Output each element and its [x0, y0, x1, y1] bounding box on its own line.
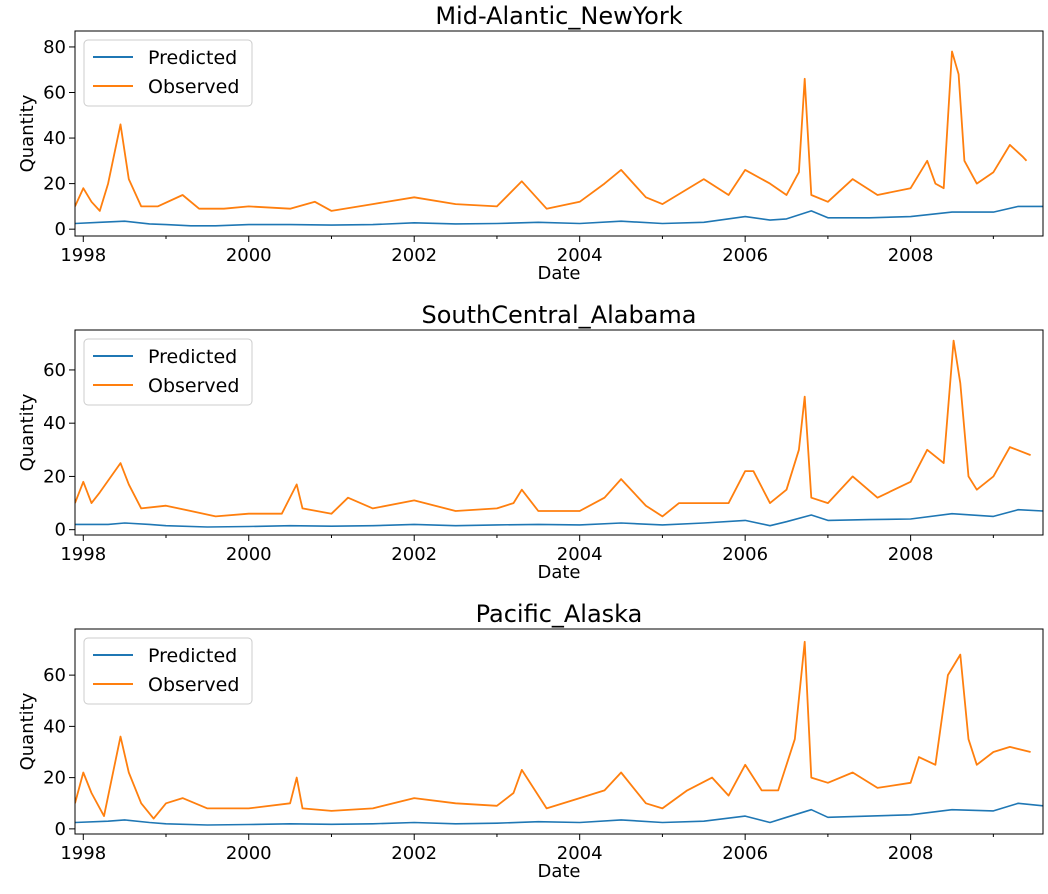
legend: Predicted Observed: [83, 39, 253, 107]
x-tick-label: 2006: [722, 245, 768, 266]
x-tick-label: 2008: [888, 544, 934, 565]
legend-label-predicted: Predicted: [148, 346, 237, 368]
x-tick-label: 2000: [226, 544, 272, 565]
chart-panel-3: Pacific_Alaska 1998 2000 2002 2004 2006 2008 0 2…: [17, 600, 1044, 882]
chart-title: Mid-Alantic_NewYork: [435, 2, 682, 30]
series-line-predicted: [75, 508, 1043, 528]
series-line-predicted: [75, 802, 1043, 826]
y-tick-label: 60: [43, 665, 66, 686]
x-tick-label: 2006: [722, 544, 768, 565]
chart-panel-1: Mid-Alantic_NewYork 1998 2000 2002 2004 2006 2…: [17, 2, 1044, 284]
x-tick-label: 2004: [557, 544, 603, 565]
x-axis-label: Date: [537, 861, 580, 882]
x-tick-label: 2008: [888, 843, 934, 864]
legend-label-observed: Observed: [148, 375, 239, 397]
x-tick-label: 2000: [226, 245, 272, 266]
y-tick-label: 60: [43, 360, 66, 381]
legend-label-observed: Observed: [148, 674, 239, 696]
x-tick-label: 2000: [226, 843, 272, 864]
legend-label-observed: Observed: [148, 76, 239, 98]
legend: Predicted Observed: [83, 637, 253, 705]
series-line-observed: [75, 339, 1031, 518]
series-line-observed: [75, 640, 1031, 820]
y-tick-label: 40: [43, 128, 66, 149]
x-tick-label: 2008: [888, 245, 934, 266]
plot-frame: [74, 30, 1044, 237]
x-axis-label: Date: [537, 562, 580, 583]
y-tick-label: 40: [43, 413, 66, 434]
x-tick-label: 2004: [557, 245, 603, 266]
series-line-predicted: [75, 205, 1043, 227]
x-tick-label: 1998: [60, 843, 106, 864]
series-line-observed: [75, 50, 1028, 212]
y-tick-label: 80: [43, 37, 66, 58]
y-axis-label: Quantity: [17, 393, 38, 471]
x-tick-label: 2006: [722, 843, 768, 864]
x-tick-label: 2004: [557, 843, 603, 864]
legend-label-predicted: Predicted: [148, 645, 237, 667]
x-axis-label: Date: [537, 263, 580, 284]
y-tick-label: 20: [43, 466, 66, 487]
y-tick-label: 60: [43, 83, 66, 104]
legend-label-predicted: Predicted: [148, 47, 237, 69]
chart-title: Pacific_Alaska: [476, 600, 643, 628]
y-tick-label: 20: [43, 174, 66, 195]
chart-title: SouthCentral_Alabama: [422, 301, 697, 329]
x-tick-label: 1998: [60, 245, 106, 266]
y-axis-label: Quantity: [17, 94, 38, 172]
plot-frame: [74, 329, 1044, 536]
x-tick-label: 2002: [391, 544, 437, 565]
y-axis-label: Quantity: [17, 692, 38, 770]
plot-frame: [74, 628, 1044, 835]
y-tick-label: 20: [43, 768, 66, 789]
x-tick-label: 2002: [391, 245, 437, 266]
x-tick-label: 1998: [60, 544, 106, 565]
legend: Predicted Observed: [83, 338, 253, 406]
y-tick-label: 40: [43, 716, 66, 737]
y-tick-label: 0: [55, 219, 66, 240]
y-tick-label: 0: [55, 819, 66, 840]
y-tick-label: 0: [55, 520, 66, 541]
x-tick-label: 2002: [391, 843, 437, 864]
